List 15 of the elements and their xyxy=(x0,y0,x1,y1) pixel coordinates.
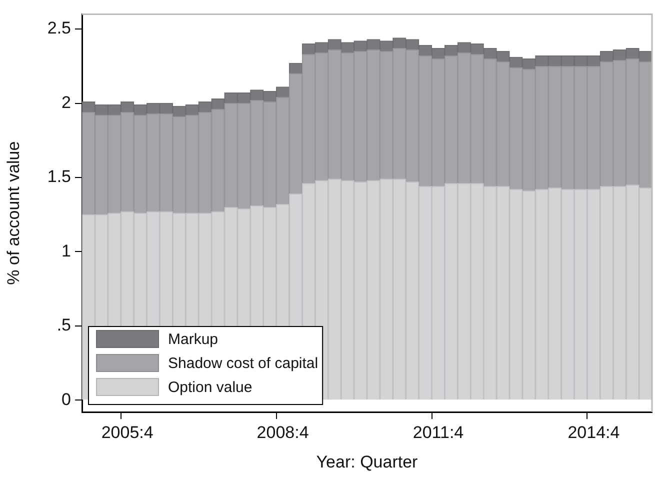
x-tick-label: 2011:4 xyxy=(412,422,464,442)
legend-label: Option value xyxy=(168,379,252,396)
x-tick-label: 2008:4 xyxy=(256,422,309,442)
y-tick-label: 1.5 xyxy=(47,167,71,186)
y-tick-label: .5 xyxy=(56,316,71,335)
y-tick-label: 1 xyxy=(62,241,71,260)
y-tick-label: 2 xyxy=(62,92,71,112)
y-tick-label: 0 xyxy=(62,390,71,409)
legend-label: Markup xyxy=(168,331,218,348)
x-axis-title: Year: Quarter xyxy=(316,452,418,472)
x-tick-label: 2014:4 xyxy=(568,422,620,442)
legend-label: Shadow cost of capital xyxy=(168,355,318,372)
y-tick-label: 2.5 xyxy=(47,18,71,38)
y-axis-title: % of account value xyxy=(4,141,23,285)
x-tick-label: 2005:4 xyxy=(101,422,154,442)
